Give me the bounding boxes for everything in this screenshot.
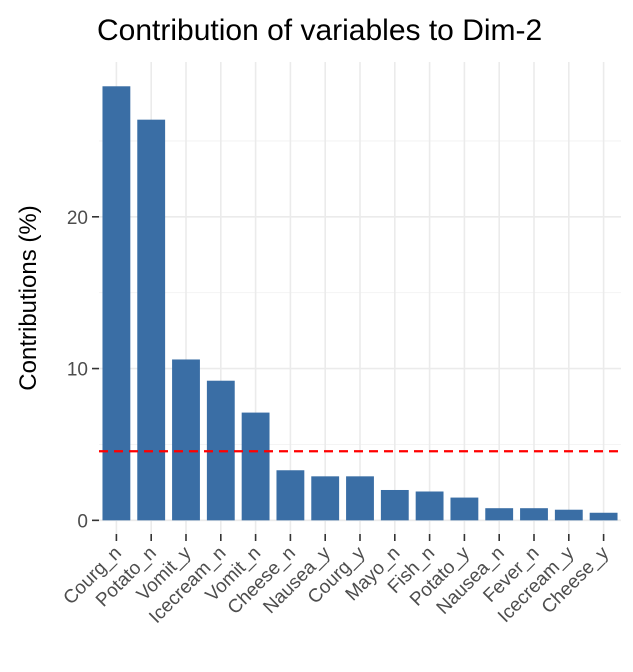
bar-Vomit_n [241, 412, 270, 521]
bar-Nausea_n [485, 508, 514, 521]
bar-Vomit_y [172, 359, 200, 521]
bar-Cheese_y [589, 512, 618, 521]
bars [102, 86, 618, 521]
bar-Mayo_n [380, 489, 409, 521]
x-axis: Courg_nPotato_nVomit_yIcecream_nVomit_nC… [60, 534, 613, 628]
bar-Cheese_n [276, 470, 305, 521]
bar-Courg_n [102, 86, 131, 521]
y-tick-label: 0 [77, 511, 88, 532]
bar-Potato_n [137, 119, 166, 521]
chart-title: Contribution of variables to Dim-2 [97, 14, 542, 47]
bar-Fish_n [415, 491, 444, 521]
bar-Nausea_y [311, 476, 340, 521]
bar-Fever_n [520, 508, 548, 521]
y-axis: 0 10 20 [67, 208, 99, 532]
bar-Icecream_y [554, 509, 583, 521]
y-axis-label: Contributions (%) [15, 205, 42, 390]
bar-Potato_y [450, 497, 479, 521]
y-tick-label: 20 [67, 208, 88, 229]
bar-Courg_y [346, 476, 374, 521]
y-tick-label: 10 [67, 360, 88, 381]
